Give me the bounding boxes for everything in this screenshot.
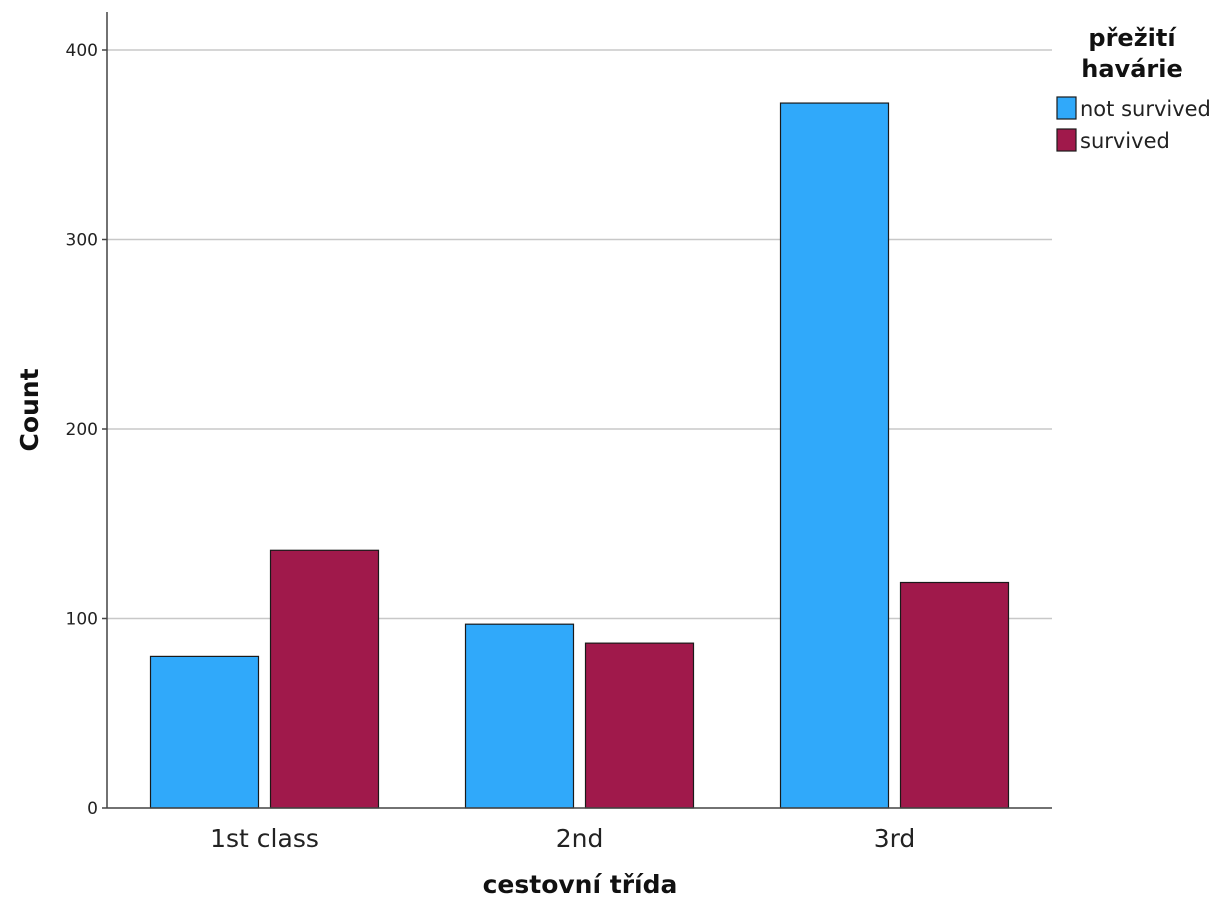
gridlines bbox=[107, 49, 1052, 620]
bar-survived-2 bbox=[584, 642, 695, 809]
axes bbox=[102, 12, 1052, 809]
legend-swatch bbox=[1056, 128, 1077, 152]
bars bbox=[149, 102, 1010, 809]
x-tick-label: 3rd bbox=[874, 824, 916, 853]
bar-not-survived-3 bbox=[779, 102, 890, 809]
bar-not-survived-2 bbox=[464, 623, 575, 809]
y-tick-labels: 0 100 200 300 400 bbox=[66, 41, 98, 819]
legend-swatch bbox=[1056, 96, 1077, 120]
legend-title-line-1: přežití bbox=[1088, 24, 1177, 52]
x-axis-title: cestovní třída bbox=[483, 870, 678, 899]
bar-not-survived-1 bbox=[149, 655, 260, 809]
x-tick-label: 2nd bbox=[556, 824, 604, 853]
bar-survived-1 bbox=[269, 549, 380, 809]
y-tick-label: 400 bbox=[66, 41, 98, 61]
bar-survived-3 bbox=[899, 581, 1010, 809]
legend-label: survived bbox=[1080, 129, 1170, 153]
x-tick-labels: 1st class 2nd 3rd bbox=[210, 824, 915, 853]
legend-items: not survived survived bbox=[1056, 96, 1211, 153]
legend-title-line-2: havárie bbox=[1081, 55, 1182, 83]
y-axis-title: Count bbox=[15, 368, 44, 451]
x-tick-label: 1st class bbox=[210, 824, 319, 853]
y-tick-label: 200 bbox=[66, 420, 98, 440]
y-tick-label: 0 bbox=[87, 799, 98, 819]
y-tick-label: 100 bbox=[66, 610, 98, 630]
y-tick-label: 300 bbox=[66, 231, 98, 251]
legend: přežití havárie not survived survived bbox=[1056, 24, 1211, 153]
legend-label: not survived bbox=[1080, 97, 1211, 121]
